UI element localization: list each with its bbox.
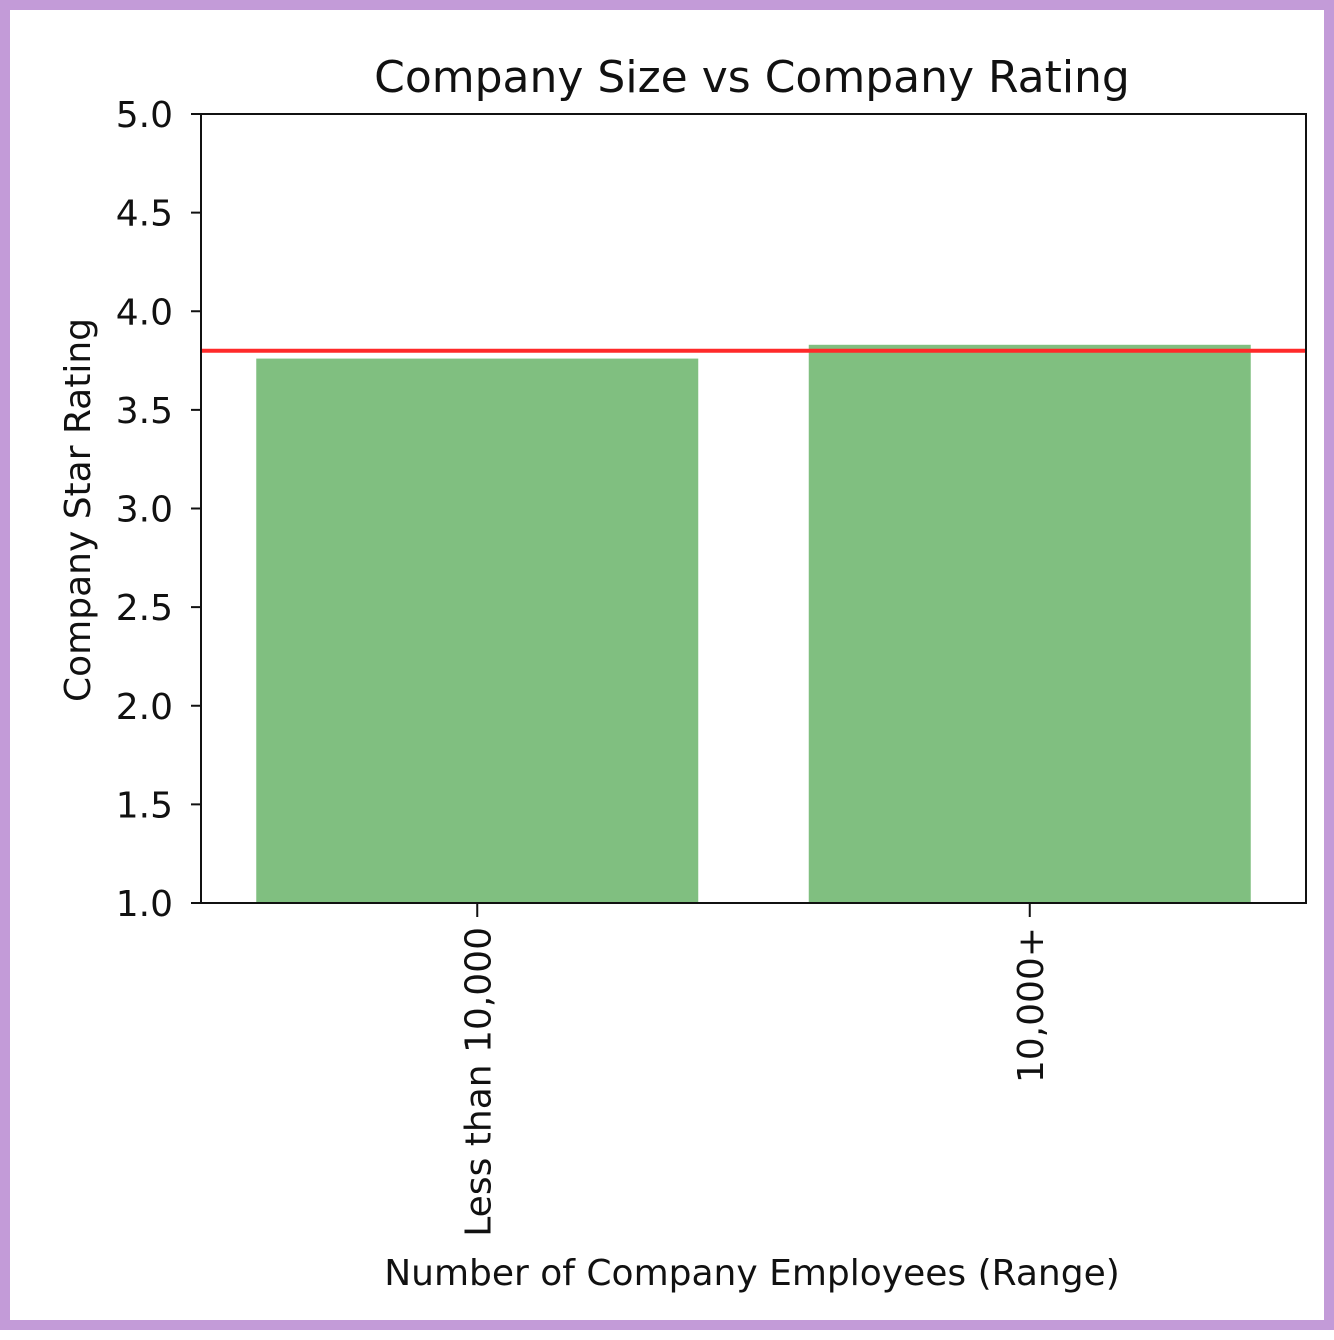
x-tick-label: 10,000+ [1011, 927, 1052, 1083]
chart-title: Company Size vs Company Rating [374, 52, 1130, 103]
y-tick-label: 1.0 [116, 884, 173, 925]
bars [256, 344, 1251, 904]
y-axis-label: Company Star Rating [58, 318, 99, 702]
x-tick-label: Less than 10,000 [458, 927, 499, 1237]
y-tick-label: 1.5 [116, 785, 173, 826]
y-tick-label: 3.0 [116, 490, 173, 531]
x-axis-ticks: Less than 10,000 10,000+ [458, 903, 1052, 1237]
bar [808, 344, 1251, 904]
bar-chart: Company Size vs Company Rating 1.0 1.5 2.0… [58, 52, 1307, 1294]
y-tick-label: 3.5 [116, 391, 173, 432]
x-axis-label: Number of Company Employees (Range) [384, 1253, 1120, 1294]
y-tick-label: 2.5 [116, 588, 173, 629]
y-tick-label: 2.0 [116, 687, 173, 728]
y-axis-ticks: 1.0 1.5 2.0 2.5 3.0 3.5 4.0 4.5 5.0 [116, 95, 201, 925]
y-tick-label: 4.0 [116, 292, 173, 333]
plot-area [200, 113, 1307, 904]
y-tick-label: 4.5 [116, 194, 173, 235]
y-tick-label: 5.0 [116, 95, 173, 136]
bar [256, 358, 699, 904]
